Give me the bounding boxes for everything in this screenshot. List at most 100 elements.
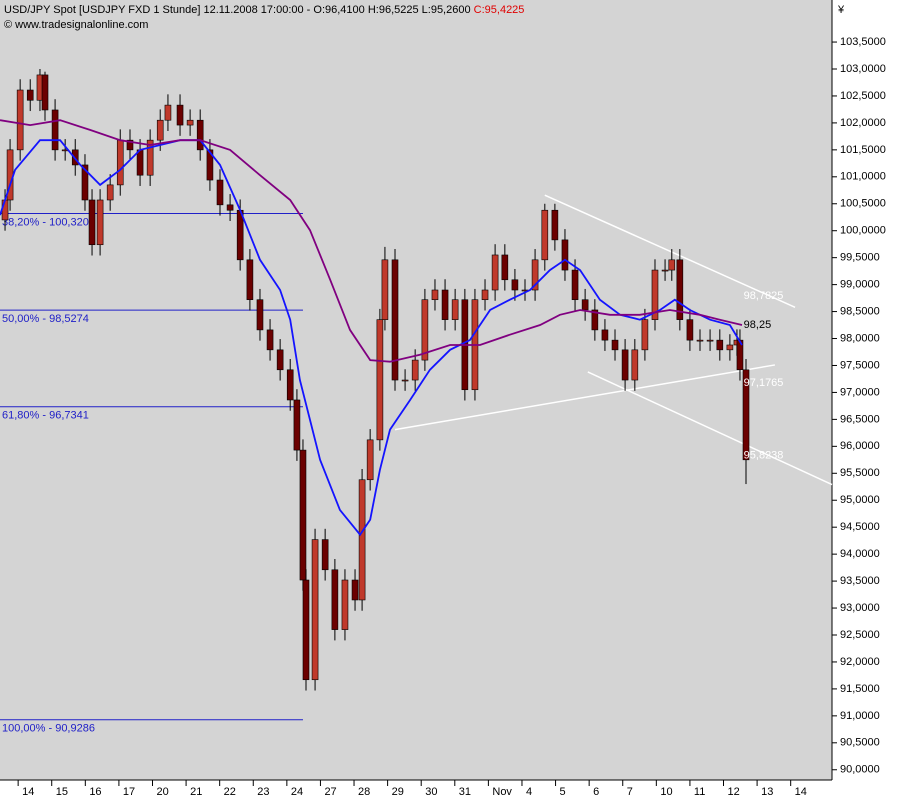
x-tick-label: 7 [627,786,633,798]
y-tick-label: 98,5000 [840,305,880,317]
candle-body [376,319,384,441]
candle-body [668,259,676,271]
y-tick-label: 97,5000 [840,359,880,371]
annotation: 98,25 [744,319,772,331]
candle-body [206,149,214,181]
candle-body [256,299,264,331]
candle-body [302,579,310,681]
x-tick-label: 20 [156,786,168,798]
y-tick-label: 90,0000 [840,764,880,776]
y-tick-label: 94,0000 [840,548,880,560]
candle-body [531,259,539,291]
moving-average [0,119,743,363]
y-tick-label: 90,5000 [840,737,880,749]
candle-body [266,329,274,351]
candle-body [571,269,579,301]
candle-body [176,104,184,126]
x-tick-label: 6 [593,786,599,798]
y-tick-label: 101,5000 [840,144,886,156]
candle-body [216,179,224,206]
x-tick-label: 14 [22,786,34,798]
candle-body [551,209,559,241]
x-tick-label: 24 [291,786,303,798]
candle-body [421,299,429,361]
candle-body [26,89,34,101]
candle-body [1,199,9,221]
y-tick-label: 97,0000 [840,386,880,398]
title-text: USD/JPY Spot [USDJPY FXD 1 Stunde] 12.11… [4,4,471,16]
y-tick-label: 99,0000 [840,279,880,291]
candle-body [246,259,254,301]
candle-body [631,349,639,381]
candle-body [611,339,619,351]
y-tick-label: 95,5000 [840,467,880,479]
candle-body [391,259,399,381]
annotation: 95,8238 [744,450,784,462]
annotation: 97,1765 [744,377,784,389]
candle-body [146,139,154,176]
candle-body [293,399,301,451]
candle-body [88,199,96,246]
y-tick-label: 102,0000 [840,117,886,129]
y-tick-label: 96,5000 [840,413,880,425]
candle-body [16,89,24,151]
y-tick-label: 100,5000 [840,198,886,210]
x-tick-label: 13 [761,786,773,798]
x-tick-label: 23 [257,786,269,798]
trend-line [394,364,776,431]
candle-body [491,254,499,291]
annotation: 98,7825 [744,290,784,302]
candle-body [156,119,164,141]
candle-body [164,104,172,121]
candle-body [591,309,599,331]
candle-body [106,184,114,201]
candle-body [276,349,284,371]
candle-body [742,369,750,461]
candle-body [286,369,294,401]
candle-body [81,164,89,201]
candle-body [51,109,59,151]
y-tick-label: 92,5000 [840,629,880,641]
y-tick-label: 92,0000 [840,656,880,668]
candle-body [321,539,329,571]
currency-symbol: ¥ [837,4,845,16]
candle-body [41,74,49,111]
y-tick-label: 93,5000 [840,575,880,587]
candle-body [331,569,339,630]
candle-body [686,319,694,341]
candle-body [676,259,684,320]
y-tick-label: 95,0000 [840,494,880,506]
candle-body [196,119,204,151]
candle-body [511,279,519,291]
candle-body [226,204,234,211]
y-tick-label: 96,0000 [840,440,880,452]
y-tick-label: 100,0000 [840,225,886,237]
y-tick-label: 93,0000 [840,602,880,614]
candle-body [561,239,569,271]
y-tick-label: 101,0000 [840,171,886,183]
chart-title: USD/JPY Spot [USDJPY FXD 1 Stunde] 12.11… [4,4,524,16]
x-tick-label: 30 [425,786,437,798]
candle-body [651,269,659,320]
x-tick-label: 10 [660,786,672,798]
x-tick-label: 28 [358,786,370,798]
trend-line [544,194,796,308]
candle-body [136,149,144,176]
x-tick-label: 31 [459,786,471,798]
candle-body [441,289,449,320]
candle-body [661,269,669,272]
close-label: C:95,4225 [474,4,525,16]
x-tick-label: 15 [56,786,68,798]
fib-label: 38,20% - 100,3203 [2,216,95,228]
subtitle: © www.tradesignalonline.com [4,19,148,31]
x-tick-label: 27 [324,786,336,798]
y-tick-label: 103,0000 [840,63,886,75]
x-tick-label: 29 [392,786,404,798]
candle-body [601,329,609,341]
candle-body [341,579,349,630]
candle-body [706,339,714,342]
candle-body [716,339,724,351]
candle-body [366,439,374,481]
candle-body [411,359,419,381]
